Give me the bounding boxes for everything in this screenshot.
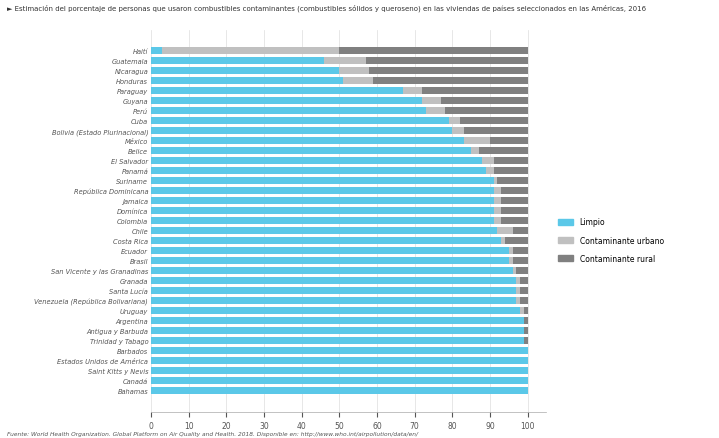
Bar xyxy=(471,148,479,155)
Bar xyxy=(151,188,494,195)
Text: ► Estimación del porcentaje de personas que usaron combustibles contaminantes (c: ► Estimación del porcentaje de personas … xyxy=(7,4,646,12)
Bar xyxy=(151,198,494,205)
Bar xyxy=(501,188,528,195)
Bar xyxy=(151,387,528,394)
Bar xyxy=(343,78,373,85)
Bar xyxy=(151,328,524,335)
Bar xyxy=(151,247,509,254)
Bar xyxy=(513,258,528,265)
Bar xyxy=(366,58,528,65)
Bar xyxy=(479,148,528,155)
Bar xyxy=(464,138,490,145)
Bar xyxy=(441,98,528,105)
Bar xyxy=(494,178,498,185)
Bar xyxy=(151,58,324,65)
Bar xyxy=(486,168,494,175)
Bar xyxy=(370,68,528,75)
Bar xyxy=(520,288,528,295)
Bar xyxy=(151,118,449,125)
Bar xyxy=(494,188,501,195)
Bar xyxy=(460,118,528,125)
Bar xyxy=(151,98,422,105)
Bar xyxy=(151,48,162,55)
Bar xyxy=(151,78,343,85)
Bar xyxy=(373,78,528,85)
Bar xyxy=(151,158,482,165)
Bar xyxy=(494,218,501,225)
Bar xyxy=(516,297,520,304)
Bar xyxy=(524,328,528,335)
Bar xyxy=(151,138,464,145)
Bar xyxy=(151,357,528,364)
Bar xyxy=(422,88,528,95)
Bar xyxy=(501,198,528,205)
Bar xyxy=(151,168,486,175)
Bar xyxy=(151,378,528,385)
Bar xyxy=(501,218,528,225)
Bar xyxy=(339,68,370,75)
Bar xyxy=(151,228,498,235)
Bar xyxy=(513,268,516,275)
Bar xyxy=(494,168,528,175)
Bar xyxy=(494,198,501,205)
Bar xyxy=(151,347,528,354)
Bar xyxy=(482,158,494,165)
Bar xyxy=(151,297,516,304)
Bar xyxy=(513,247,528,254)
Bar xyxy=(524,307,528,314)
Bar xyxy=(516,278,520,285)
Bar xyxy=(151,218,494,225)
Bar xyxy=(520,278,528,285)
Bar xyxy=(494,158,528,165)
Bar xyxy=(449,118,460,125)
Bar xyxy=(524,318,528,325)
Bar xyxy=(151,88,403,95)
Bar xyxy=(151,258,509,265)
Text: Fuente: World Health Organization. Global Platform on Air Quality and Health. 20: Fuente: World Health Organization. Globa… xyxy=(7,431,418,436)
Bar xyxy=(403,88,422,95)
Bar xyxy=(520,307,524,314)
Bar xyxy=(509,258,513,265)
Bar xyxy=(151,278,516,285)
Bar xyxy=(516,288,520,295)
Bar xyxy=(324,58,366,65)
Bar xyxy=(490,138,528,145)
Legend: Limpio, Contaminante urbano, Contaminante rural: Limpio, Contaminante urbano, Contaminant… xyxy=(558,218,664,263)
Bar xyxy=(426,108,445,115)
Bar xyxy=(452,128,464,135)
Bar xyxy=(151,178,494,185)
Bar xyxy=(162,48,339,55)
Bar xyxy=(498,228,513,235)
Bar xyxy=(339,48,528,55)
Bar xyxy=(151,68,339,75)
Bar xyxy=(516,268,528,275)
Bar xyxy=(501,238,505,245)
Bar xyxy=(513,228,528,235)
Bar xyxy=(151,148,471,155)
Bar xyxy=(501,208,528,215)
Bar xyxy=(151,238,501,245)
Bar xyxy=(151,367,528,374)
Bar xyxy=(509,247,513,254)
Bar xyxy=(505,238,528,245)
Bar xyxy=(151,318,524,325)
Bar xyxy=(151,208,494,215)
Bar xyxy=(422,98,441,105)
Bar xyxy=(151,288,516,295)
Bar xyxy=(151,338,524,344)
Bar xyxy=(151,268,513,275)
Bar xyxy=(520,297,528,304)
Bar xyxy=(464,128,528,135)
Bar xyxy=(151,128,452,135)
Bar xyxy=(151,307,520,314)
Bar xyxy=(524,338,528,344)
Bar xyxy=(494,208,501,215)
Bar xyxy=(445,108,528,115)
Bar xyxy=(498,178,528,185)
Bar xyxy=(151,108,426,115)
